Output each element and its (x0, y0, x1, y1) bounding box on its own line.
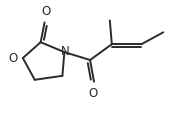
Text: N: N (61, 45, 70, 58)
Text: O: O (9, 52, 18, 64)
Text: O: O (41, 5, 50, 19)
Text: O: O (88, 87, 98, 100)
